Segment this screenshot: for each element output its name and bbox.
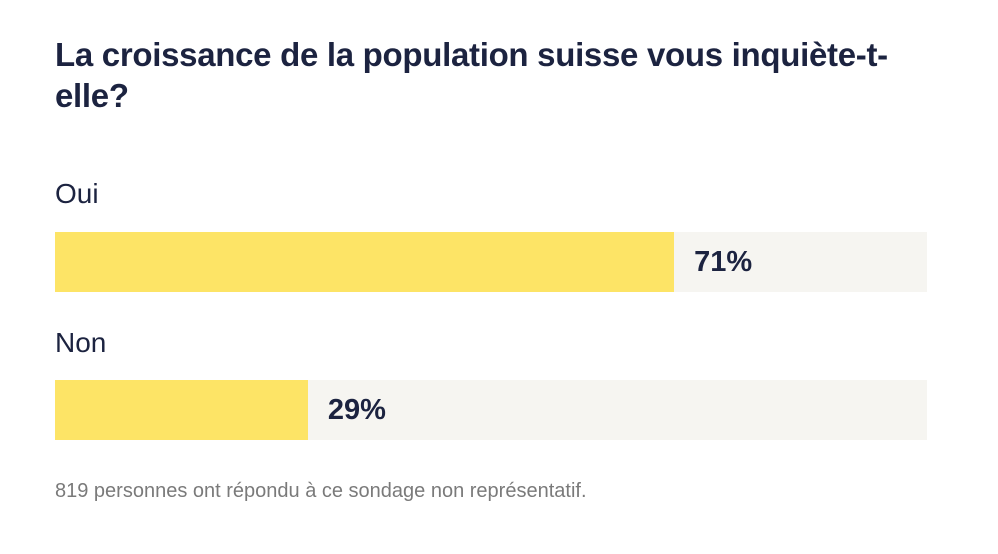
option-label-oui: Oui — [55, 178, 99, 209]
bar-oui — [55, 232, 675, 292]
bar-value-label-oui: 71% — [694, 246, 753, 278]
bar-value-label-non: 29% — [327, 394, 386, 426]
bar-track-oui: 71% — [55, 232, 927, 292]
poll-question: La croissance de la population suisse vo… — [55, 36, 888, 114]
poll-footnote: 819 personnes ont répondu à ce sondage n… — [55, 480, 587, 502]
bar-non — [55, 380, 308, 440]
bar-track-non: 29% — [55, 380, 927, 440]
option-label-non: Non — [55, 327, 107, 358]
